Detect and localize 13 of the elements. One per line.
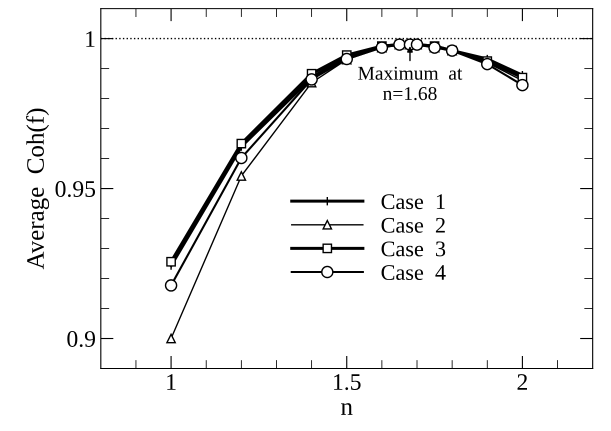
legend-label: Case 2 bbox=[382, 218, 445, 233]
legend-label: Case 1 bbox=[382, 194, 445, 210]
y-axis-title: Average Coh(f) bbox=[26, 108, 50, 270]
annotation: Maximum at n=1.68 bbox=[358, 66, 462, 100]
legend-label: Case 4 bbox=[382, 265, 446, 280]
legend-label: Case 3 bbox=[382, 241, 446, 256]
y-tick-label: 0.95 bbox=[56, 181, 96, 198]
y-tick-label: 1 bbox=[86, 31, 95, 47]
x-tick-label: 2 bbox=[518, 374, 528, 390]
y-tick-label: 0.9 bbox=[67, 331, 95, 348]
x-axis-title: n bbox=[341, 403, 353, 415]
x-tick-label: 1 bbox=[167, 374, 176, 390]
x-tick-label: 1.5 bbox=[334, 374, 361, 390]
